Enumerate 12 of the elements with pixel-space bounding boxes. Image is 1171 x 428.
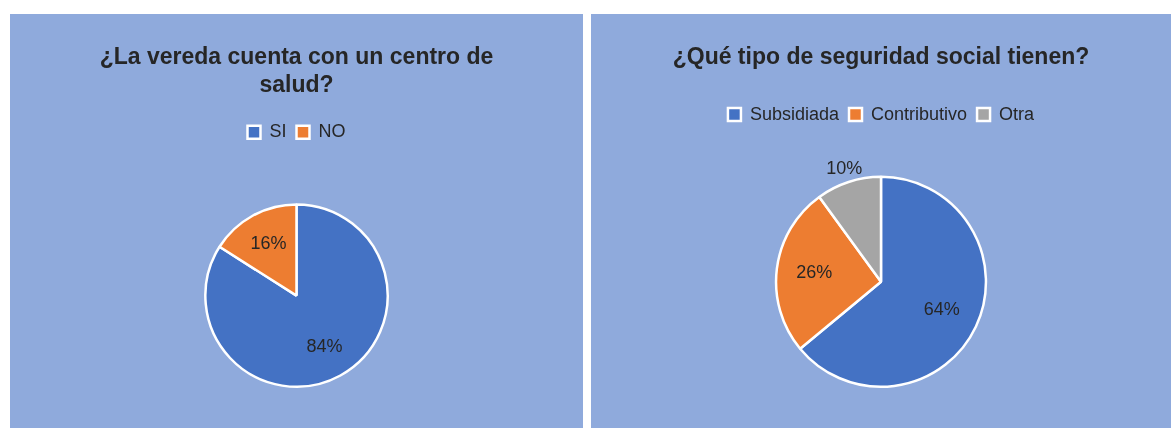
chart-title: ¿La vereda cuenta con un centro de salud? (99, 43, 494, 97)
data-label: 26% (796, 262, 833, 283)
data-label: 64% (923, 299, 960, 320)
legend-label: Otra (999, 103, 1036, 124)
legend-label: NO (318, 121, 346, 142)
legend-label: SI (269, 121, 287, 142)
data-label: 16% (250, 233, 287, 254)
legend-label: Contributivo (871, 103, 968, 124)
data-label: 10% (826, 157, 863, 178)
data-label: 84% (306, 335, 343, 356)
chart-title: ¿Qué tipo de seguridad social tienen? (672, 43, 1090, 70)
legend-label: Subsidiada (749, 103, 840, 124)
